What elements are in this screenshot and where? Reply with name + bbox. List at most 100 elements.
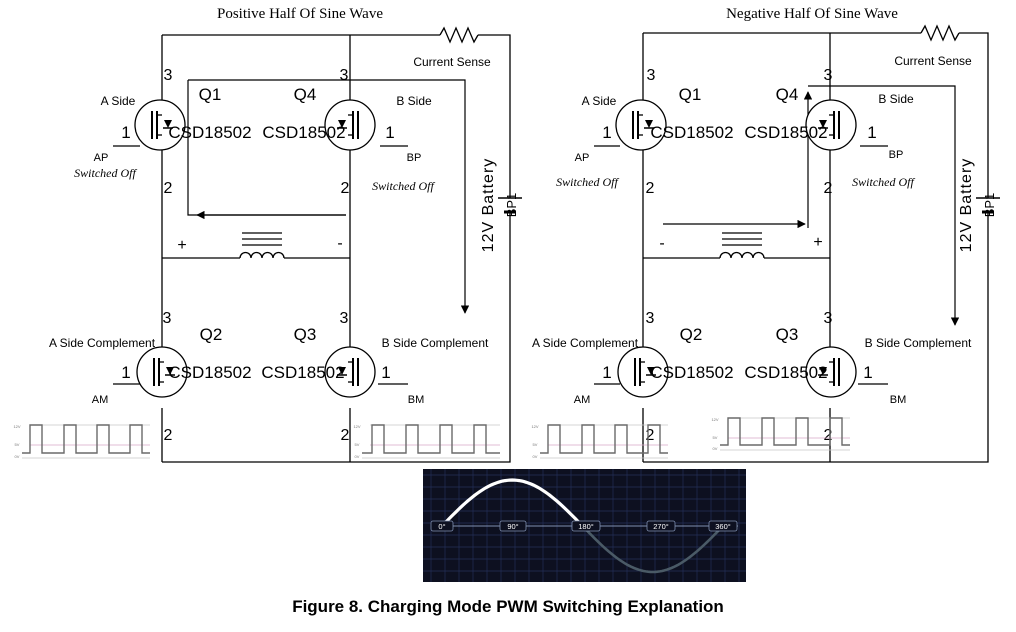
q4-left-part: CSD18502 [262,123,345,142]
q3-right-pin-bottom: 2 [824,427,833,444]
current-sense-resistor [439,26,479,44]
q3-left-part: CSD18502 [261,363,344,382]
q2-right-part: CSD18502 [650,363,733,382]
q4-right-name: Q4 [776,85,799,104]
wires-left [113,34,511,463]
q2-right-pin-gate: 1 [602,363,611,382]
mosfet-q4-left [324,99,376,151]
q2-right-pin-bottom: 2 [646,427,655,444]
pwm-left-bm-label-0v: 0V [355,454,360,459]
tick-label-0: 0° [438,522,445,531]
tick-box-90 [499,520,527,532]
tick-box-180 [571,520,601,532]
q3-right-pin-top: 3 [824,310,833,327]
tick-box-0 [430,520,454,532]
q3-left-pin-top: 3 [340,310,349,327]
current-path-left [187,79,470,314]
q1-left-pin-top: 3 [164,67,173,84]
q4-left-pin-top: 3 [340,67,349,84]
pwm-left-bm-label-5v: 5V [355,442,360,447]
q1-right-part: CSD18502 [650,123,733,142]
current-sense-resistor-right [920,24,960,42]
q3-right-part: CSD18502 [744,363,827,382]
polarity-left-plus: + [177,237,186,254]
q1-right-pin-gate: 1 [602,123,611,142]
q4-left-pin-bottom: 2 [341,180,350,197]
pwm-left-bm-label-12v: 12V [353,424,360,429]
pwm-left-am-label-0v: 0V [15,454,20,459]
pwm-right-bm-label-0v: 0V [713,446,718,451]
q4-left-side: B Side [396,94,432,108]
q1-right-signal: AP [575,152,590,164]
title-right: Negative Half Of Sine Wave [726,6,898,22]
polarity-right-minus: - [659,235,664,252]
polarity-right-plus: + [813,234,822,251]
q4-right-side: B Side [878,92,914,106]
tick-label-360: 360° [715,522,731,531]
sine-wave-panel: 0° 90° 180° 270° 360° [423,469,746,582]
tick-label-90: 90° [507,522,518,531]
q3-left-pin-bottom: 2 [341,427,350,444]
q2-right-name: Q2 [680,325,703,344]
mosfet-q1-right [615,99,667,151]
q3-right-pin-gate: 1 [863,363,872,382]
mosfet-q2-left [136,346,188,398]
q3-left-side: B Side Complement [382,336,489,350]
q2-left-pin-gate: 1 [121,363,130,382]
q4-right-pin-gate: 1 [867,123,876,142]
pwm-waveform-am-right: 12V 5V 0V [531,424,668,459]
inductor-right [719,232,765,259]
q2-left-signal: AM [92,394,109,406]
battery-left [498,197,522,214]
sine-axis-ticks: 0° 90° 180° 270° 360° [430,520,738,532]
mosfet-q4-right [805,99,857,151]
q4-right-pin-bottom: 2 [824,180,833,197]
q2-right-signal: AM [574,394,591,406]
q4-right-signal: BP [889,149,904,161]
current-sense-label-right: Current Sense [894,54,972,68]
q3-left-pin-gate: 1 [381,363,390,382]
q1-left-state: Switched Off [74,166,137,180]
current-sense-label: Current Sense [413,55,491,69]
battery-ref-left: BP1 [504,193,519,218]
q2-left-part: CSD18502 [168,363,251,382]
q1-left-pin-bottom: 2 [164,180,173,197]
tick-label-180: 180° [578,522,594,531]
battery-right [976,197,1000,214]
pwm-waveform-bm-right: 12V 5V 0V [711,417,850,451]
q3-right-side: B Side Complement [865,336,972,350]
q4-right-pin-top: 3 [824,67,833,84]
q2-right-side: A Side Complement [532,336,639,350]
title-left: Positive Half Of Sine Wave [217,6,383,22]
pwm-waveform-am-left: 12V 5V 0V [13,424,150,459]
q1-right-state: Switched Off [556,175,619,189]
mosfet-q3-left [324,346,376,398]
mosfet-q3-right [805,346,857,398]
q1-left-side: A Side [101,94,136,108]
pwm-right-am-label-12v: 12V [531,424,538,429]
polarity-left-minus: - [337,235,342,252]
mosfet-q1-left [134,99,186,151]
battery-label-right: 12V Battery [958,158,975,253]
circuit-negative-half: Negative Half Of Sine Wave Current Sense [531,6,1000,463]
circuit-positive-half: Positive Half Of Sine Wave Current Sense [13,6,522,463]
q4-left-name: Q4 [294,85,317,104]
q4-left-signal: BP [407,152,422,164]
pwm-right-am-label-5v: 5V [533,442,538,447]
figure-caption: Figure 8. Charging Mode PWM Switching Ex… [292,597,724,616]
q3-right-signal: BM [890,394,907,406]
q2-left-name: Q2 [200,325,223,344]
q2-right-pin-top: 3 [646,310,655,327]
q1-left-pin-gate: 1 [121,123,130,142]
q4-right-state: Switched Off [852,175,915,189]
q1-left-signal: AP [94,152,109,164]
q2-left-pin-bottom: 2 [164,427,173,444]
mosfet-q2-right [617,346,669,398]
inductor-left [239,232,285,259]
q1-right-pin-bottom: 2 [646,180,655,197]
pwm-left-am-label-5v: 5V [15,442,20,447]
q3-right-name: Q3 [776,325,799,344]
pwm-right-bm-label-5v: 5V [713,435,718,440]
q3-left-name: Q3 [294,325,317,344]
